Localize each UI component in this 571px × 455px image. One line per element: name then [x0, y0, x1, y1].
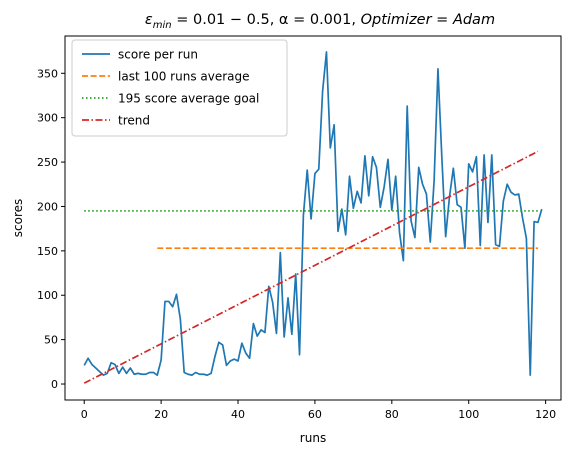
series-line-score-per-run	[83, 51, 543, 376]
y-tick-label: 100	[37, 289, 58, 302]
series-line-trend	[83, 150, 539, 384]
x-tick-label: 40	[231, 408, 245, 421]
legend-label-last-100-runs-average: last 100 runs average	[118, 70, 250, 84]
y-axis-label: scores	[11, 199, 25, 238]
x-tick-label: 80	[385, 408, 399, 421]
series-layer	[83, 51, 543, 384]
plot-frame	[64, 35, 562, 401]
y-tick-label: 0	[51, 378, 58, 391]
title-equals: =	[432, 12, 453, 28]
legend-box	[71, 39, 288, 137]
legend-label-score-per-run: score per run	[118, 48, 198, 62]
x-tick-label: 0	[81, 408, 88, 421]
y-tick-label: 200	[37, 200, 58, 213]
x-tick-label: 60	[308, 408, 322, 421]
y-tick-label: 150	[37, 245, 58, 258]
legend: score per run last 100 runs average 195 sc…	[71, 39, 288, 137]
title-epsilon: ε	[145, 12, 153, 28]
y-tick-label: 50	[44, 334, 58, 347]
chart-title: εmin = 0.01 − 0.5, α = 0.001, Optimizer …	[145, 12, 495, 31]
x-tick-label: 120	[535, 408, 556, 421]
axes-layer: 0 20 40 60 80 100 120 0 50 100 150 200 250 300 350	[37, 35, 562, 421]
legend-label-195-score-average-goal: 195 score average goal	[118, 92, 259, 106]
title-optimizer: Optimizer	[361, 12, 433, 28]
x-tick-label: 20	[154, 408, 168, 421]
x-tick-label: 100	[458, 408, 479, 421]
y-tick-label: 300	[37, 112, 58, 125]
y-tick-label: 250	[37, 156, 58, 169]
title-params: = 0.01 − 0.5, α = 0.001,	[172, 12, 361, 28]
legend-label-trend: trend	[118, 114, 150, 128]
title-adam: Adam	[452, 12, 495, 28]
x-axis-label: runs	[300, 431, 326, 445]
title-subscript: min	[153, 20, 172, 31]
y-tick-label: 350	[37, 67, 58, 80]
